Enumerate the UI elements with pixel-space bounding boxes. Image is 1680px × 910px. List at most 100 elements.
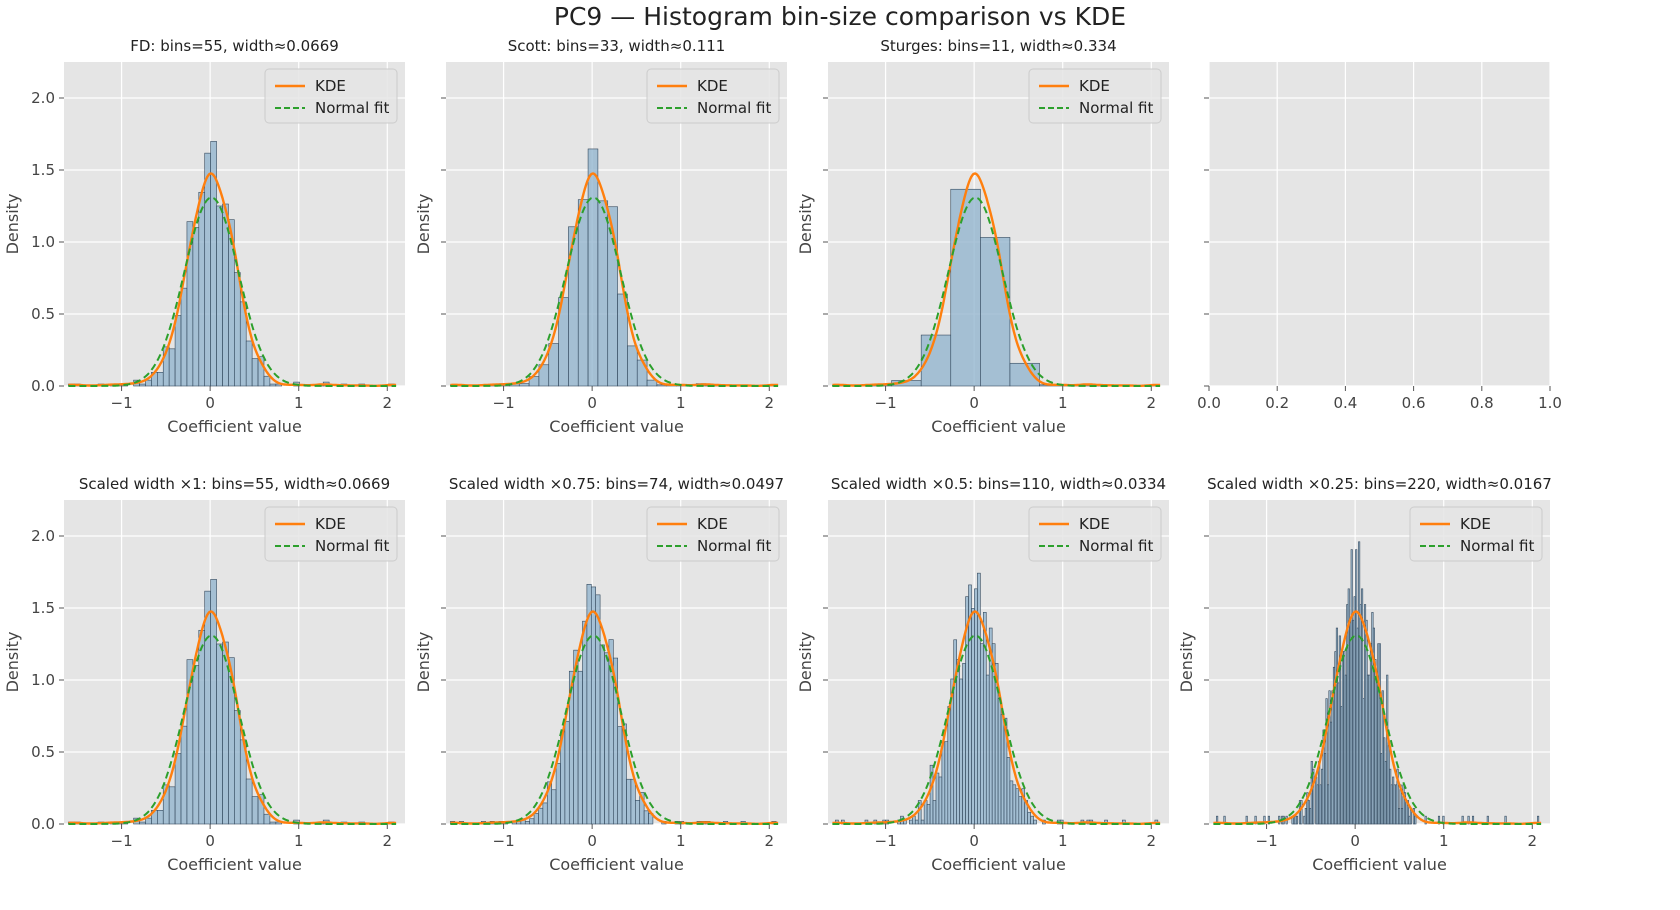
histogram-bar [977, 572, 981, 825]
histogram-bar [168, 348, 176, 387]
subplot-title: Scott: bins=33, width≈0.111 [508, 37, 726, 55]
histogram-bar [234, 272, 241, 387]
normal-fit-line [68, 196, 397, 387]
histogram-bar [599, 644, 605, 825]
x-tick-label: 1 [294, 394, 304, 412]
histogram-bars [68, 141, 395, 387]
legend-box [646, 68, 780, 124]
histogram-bar [941, 741, 946, 825]
histogram-bar [947, 706, 952, 825]
histogram-bar [251, 796, 259, 825]
legend-label-normal: Normal fit [697, 537, 771, 555]
histogram-bar [1396, 768, 1399, 825]
legend-box [646, 506, 780, 562]
y-axis-label: Density [3, 632, 22, 693]
x-tick-label: −1 [875, 394, 897, 412]
normal-fit-line [450, 634, 779, 825]
legend-box [1028, 68, 1162, 124]
legend-box [1409, 506, 1543, 562]
x-tick-label: 2 [765, 394, 775, 412]
histogram-bar [1015, 788, 1020, 825]
histogram-bar [192, 227, 200, 387]
x-tick-label: 1 [676, 832, 686, 850]
x-axis-label: Coefficient value [549, 855, 684, 874]
histogram-bar [1012, 784, 1017, 825]
x-axis-label: Coefficient value [931, 417, 1066, 436]
x-tick-label: 1 [1058, 832, 1068, 850]
histogram-bar [139, 383, 146, 387]
y-axis-label: Density [796, 632, 815, 693]
x-axis-label: Coefficient value [167, 855, 302, 874]
y-tick-label: 1.0 [31, 671, 55, 689]
legend-label-kde: KDE [315, 515, 346, 533]
histogram-bar [251, 358, 259, 387]
legend: KDE Normal fit [646, 506, 780, 562]
legend: KDE Normal fit [1028, 506, 1162, 562]
subplot-6: −1 0 1 2 Scaled width ×0.75: bins=74, width≈… [414, 475, 787, 874]
legend-label-kde: KDE [697, 77, 728, 95]
x-tick-label: −1 [493, 832, 515, 850]
x-tick-label: 2 [1147, 832, 1157, 850]
subplot-8: −1 0 1 2 Scaled width ×0.25: bins=220, width… [1177, 475, 1552, 874]
y-tick-label: 0.5 [31, 305, 55, 323]
histogram-bar [959, 678, 963, 825]
histogram-bar [204, 152, 211, 387]
x-tick-label: 2 [1528, 832, 1538, 850]
x-tick-label: 1 [294, 832, 304, 850]
histogram-bars [832, 188, 1159, 387]
x-tick-label: −1 [111, 832, 133, 850]
histogram-bar [263, 813, 271, 825]
histogram-bar [192, 665, 200, 825]
legend-box [264, 68, 398, 124]
histogram-bar [145, 379, 152, 387]
x-tick-label: 0 [205, 394, 215, 412]
legend-label-kde: KDE [1079, 515, 1110, 533]
histogram-bar [529, 818, 535, 825]
legend-box [264, 506, 398, 562]
histogram-bars [835, 572, 1159, 825]
subplot-title: FD: bins=55, width≈0.0669 [130, 37, 339, 55]
histogram-bar [1414, 815, 1417, 825]
figure-title: PC9 — Histogram bin-size comparison vs K… [553, 2, 1127, 31]
x-tick-label: 1 [676, 394, 686, 412]
subplot-title: Scaled width ×0.5: bins=110, width≈0.033… [831, 475, 1166, 493]
histogram-bar [245, 778, 253, 825]
x-tick-label: 0 [587, 394, 597, 412]
histogram-bar [604, 652, 610, 825]
histogram-bar [1009, 780, 1014, 825]
subplot-4: 0.0 0.2 0.4 0.6 0.8 1.0 [1197, 62, 1562, 412]
x-tick-label: 2 [383, 832, 393, 850]
histogram-bar [139, 821, 146, 825]
x-tick-label: 0.8 [1470, 394, 1494, 412]
histogram-bar [577, 199, 589, 387]
histogram-bar [636, 359, 648, 387]
histogram-bar [980, 643, 984, 825]
y-axis-label: Density [1177, 632, 1196, 693]
y-tick-label: 2.0 [31, 527, 55, 545]
subplot-1: 0.0 0.5 1.0 1.5 2.0 −1 0 1 2 FD: bins=55, width≈0… [3, 37, 405, 436]
legend-label-kde: KDE [1079, 77, 1110, 95]
histogram-bar [1254, 815, 1257, 825]
histogram-bar [1467, 815, 1470, 825]
x-tick-label: 2 [1147, 394, 1157, 412]
histogram-bar [269, 821, 277, 825]
histogram-bar [568, 226, 579, 387]
histogram-bar [980, 237, 1011, 387]
x-tick-label: 0.6 [1402, 394, 1426, 412]
histogram-bar [1424, 815, 1427, 825]
subplot-5: 0.0 0.5 1.0 1.5 2.0 −1 0 1 2 Scaled width ×1: bin… [3, 475, 405, 874]
histogram-bar [216, 205, 223, 387]
histogram-bar [914, 819, 919, 825]
histogram-bars [68, 579, 395, 825]
histogram-bar [935, 772, 940, 825]
histogram-bar [538, 807, 544, 825]
histogram-bar [920, 819, 925, 825]
histogram-bar [587, 148, 599, 387]
histogram-bar [926, 804, 931, 825]
x-tick-label: 0 [1350, 832, 1360, 850]
y-axis-label: Density [796, 194, 815, 255]
x-axis-label: Coefficient value [1312, 855, 1447, 874]
histogram-bar [174, 753, 182, 825]
histogram-bar [198, 191, 206, 387]
histogram-bar [269, 383, 277, 387]
